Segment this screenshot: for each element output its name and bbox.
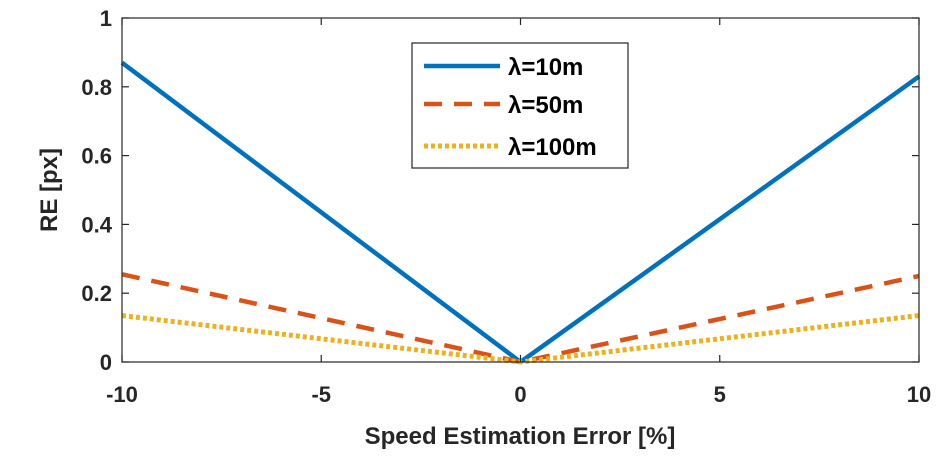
y-tick-label: 0.4 — [81, 212, 112, 237]
y-tick-label: 1 — [100, 6, 112, 31]
legend: λ=10m λ=50m λ=100m — [411, 42, 629, 169]
y-tick-label: 0.6 — [81, 144, 112, 169]
x-tick-label: 10 — [907, 382, 931, 407]
x-tick-label: 5 — [714, 382, 726, 407]
tick-layer: -10 -5 0 5 10 0 0.2 0.4 0.6 0.8 1 — [81, 6, 931, 407]
x-tick-label: -10 — [106, 382, 138, 407]
y-tick-label: 0 — [100, 350, 112, 375]
legend-label-2: λ=50m — [508, 92, 583, 119]
series-line-2 — [121, 272, 920, 365]
x-axis-label: Speed Estimation Error [%] — [365, 423, 676, 450]
y-tick-label: 0.2 — [81, 281, 112, 306]
x-tick-label: -5 — [311, 382, 331, 407]
legend-label-1: λ=10m — [508, 54, 583, 81]
y-axis-label: RE [px] — [36, 148, 63, 232]
y-tick-label: 0.8 — [81, 75, 112, 100]
legend-label-3: λ=100m — [508, 134, 597, 161]
x-tick-label: 0 — [514, 382, 526, 407]
